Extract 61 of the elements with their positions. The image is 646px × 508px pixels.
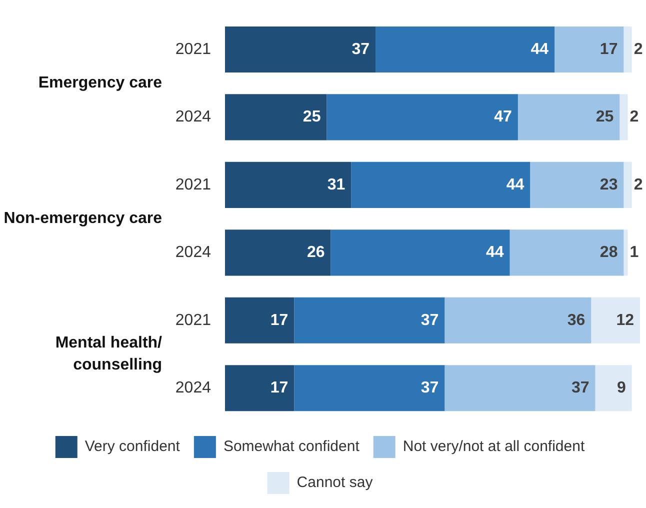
data-label: 37 xyxy=(420,312,439,329)
y-tick-label: 2024 xyxy=(175,244,212,262)
bar xyxy=(444,297,592,344)
data-label: 26 xyxy=(306,244,325,262)
bar xyxy=(225,365,294,412)
bar xyxy=(591,297,640,344)
data-label: 37 xyxy=(571,380,590,397)
legend-label: Very confident xyxy=(84,438,181,456)
bar xyxy=(294,297,445,344)
data-label: 23 xyxy=(600,176,618,194)
bar xyxy=(326,94,518,140)
data-label: 44 xyxy=(530,40,549,58)
data-label: 44 xyxy=(506,176,524,194)
data-label: 1 xyxy=(630,244,639,262)
text: Mental health/ counselling xyxy=(55,334,163,374)
data-label: 25 xyxy=(302,108,321,126)
y-tick-label: 2021 xyxy=(175,176,212,194)
y-tick-label: 2021 xyxy=(175,40,212,58)
data-label: 17 xyxy=(270,312,288,329)
bar xyxy=(510,230,624,276)
bar xyxy=(624,26,632,72)
data-label: 37 xyxy=(420,380,439,397)
bar xyxy=(530,162,624,208)
data-label: 2 xyxy=(634,176,643,194)
bar xyxy=(554,26,624,72)
bar xyxy=(518,94,620,140)
bar xyxy=(225,297,294,344)
data-label: 9 xyxy=(616,380,626,397)
bar xyxy=(225,162,352,208)
text: Emergency care xyxy=(38,74,162,92)
data-label: 17 xyxy=(600,40,618,58)
data-label: 25 xyxy=(596,108,614,126)
bar xyxy=(620,94,628,140)
data-label: 44 xyxy=(486,244,504,262)
data-label: 28 xyxy=(600,244,618,262)
data-label: 36 xyxy=(567,312,586,329)
bar xyxy=(294,365,445,412)
bar xyxy=(376,26,555,72)
y-tick-label: 2024 xyxy=(175,108,212,126)
data-label: 2 xyxy=(630,108,639,126)
bar xyxy=(624,230,628,276)
data-label: 17 xyxy=(270,380,288,397)
y-tick-label: 2024 xyxy=(175,380,212,397)
data-label: 2 xyxy=(634,40,643,58)
bar xyxy=(330,230,510,276)
data-label: 47 xyxy=(494,108,512,126)
text: Non-emergency care xyxy=(4,210,162,228)
bar xyxy=(225,26,376,72)
data-label: 37 xyxy=(352,40,370,58)
y-tick-label: 2021 xyxy=(175,312,212,329)
bar xyxy=(595,365,632,412)
bar xyxy=(225,94,327,140)
data-label: 12 xyxy=(616,312,634,329)
bar xyxy=(351,162,530,208)
data-label: 31 xyxy=(327,176,346,194)
bar xyxy=(225,230,331,276)
legend-label: Cannot say xyxy=(296,474,374,492)
bar xyxy=(624,162,632,208)
legend-label: Somewhat confident xyxy=(223,438,360,456)
bar xyxy=(444,365,596,412)
legend-label: Not very/not at all confident xyxy=(402,438,586,456)
